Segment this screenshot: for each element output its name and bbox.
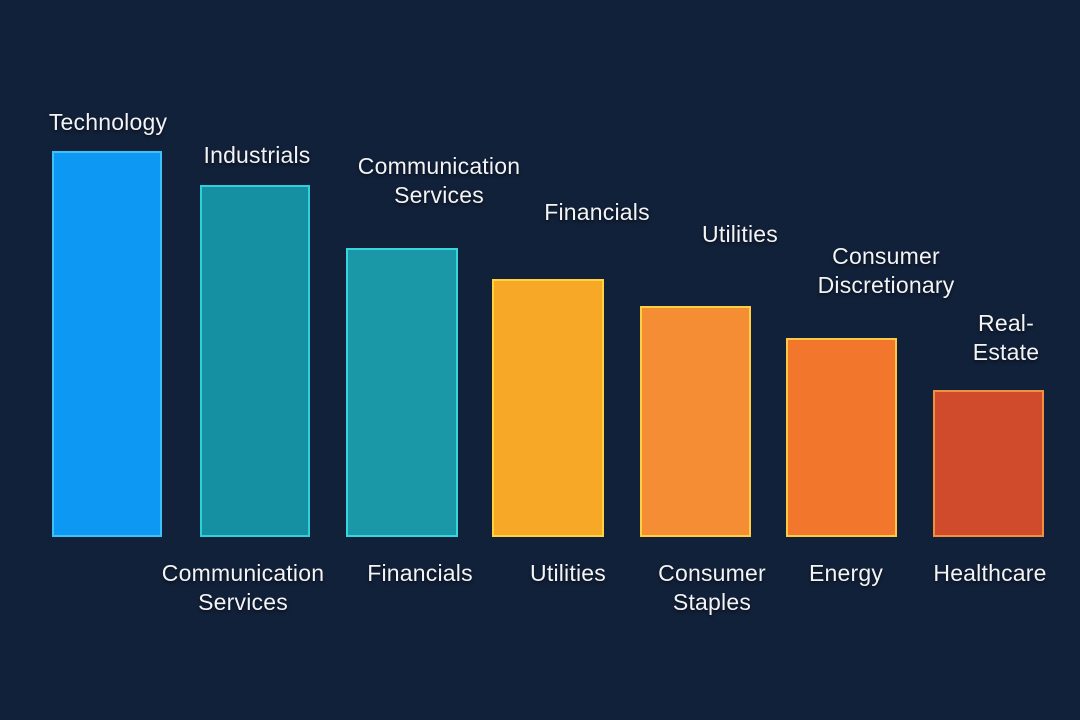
bar-industrials [200,185,310,537]
label-line: Energy [808,560,884,586]
bottom-label-industrials: Communication Services [162,559,324,617]
label-line: Industrials [203,142,311,168]
bar-communication-services [346,248,458,537]
label-line: Utilities [530,560,606,586]
top-label-communication-services: Communication Services [358,152,520,210]
label-line: Services [198,589,288,615]
label-line: Discretionary [817,272,955,298]
bottom-label-consumer-discretionary: Energy [809,559,883,588]
label-line: Consumer [658,560,766,586]
bar-technology [52,151,162,537]
bar-utilities [640,306,751,537]
label-line: Communication [357,153,521,179]
label-line: Communication [161,560,325,586]
label-line: Real- [978,310,1034,336]
top-label-financials: Financials [544,198,650,227]
bottom-label-communication-services: Financials [367,559,473,588]
label-line: Staples [672,589,752,615]
label-line: Healthcare [933,560,1047,586]
top-label-industrials: Industrials [203,141,310,170]
top-label-consumer-discretionary: Consumer Discretionary [818,242,955,300]
label-line: Services [394,182,484,208]
bar-financials [492,279,604,537]
label-line: Utilities [702,221,778,247]
top-label-real-estate: Real- Estate [973,309,1039,367]
top-label-utilities: Utilities [702,220,778,249]
label-line: Estate [972,339,1040,365]
label-line: Technology [48,109,168,135]
bottom-label-financials: Utilities [530,559,606,588]
top-label-technology: Technology [49,108,167,137]
bar-consumer-discretionary [786,338,897,537]
label-line: Financials [544,199,650,225]
bottom-label-utilities: Consumer Staples [658,559,766,617]
bottom-label-real-estate: Healthcare [933,559,1046,588]
label-line: Consumer [832,243,940,269]
bar-real-estate [933,390,1044,537]
label-line: Financials [367,560,473,586]
